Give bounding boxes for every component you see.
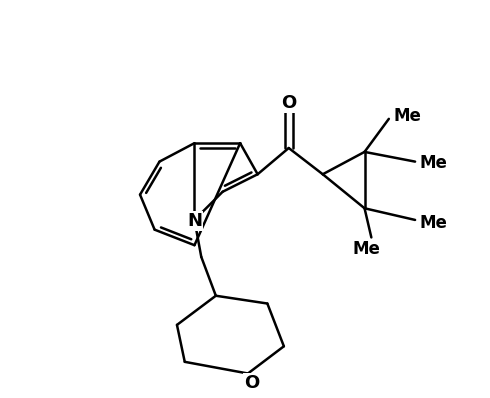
Text: O: O <box>244 374 259 392</box>
Text: N: N <box>187 212 202 230</box>
Text: Me: Me <box>352 240 380 258</box>
Text: Me: Me <box>420 214 448 232</box>
Text: O: O <box>281 94 296 112</box>
Text: Me: Me <box>393 107 421 125</box>
Text: Me: Me <box>420 154 448 172</box>
